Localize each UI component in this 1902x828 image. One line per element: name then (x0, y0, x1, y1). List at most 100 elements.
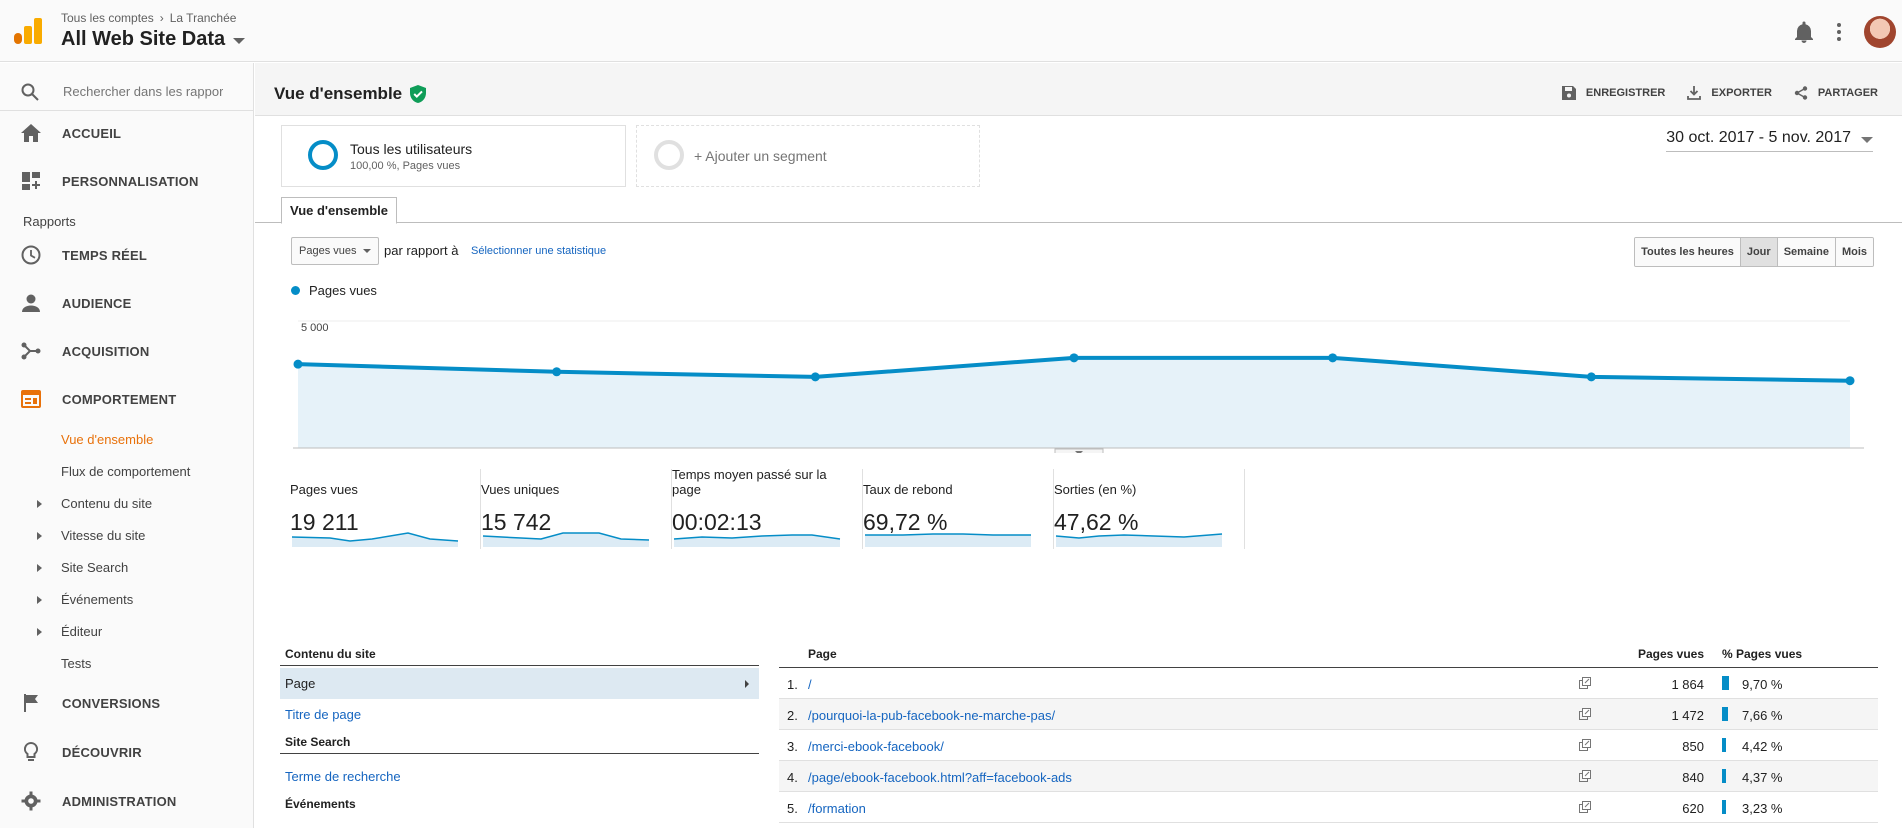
export-button[interactable]: EXPORTER (1687, 86, 1772, 100)
breadcrumb-account[interactable]: La Tranchée (169, 11, 237, 25)
flag-icon (21, 693, 41, 713)
pct-value: 9,70 % (1742, 677, 1783, 692)
stat-label: Temps moyen passé sur la page (672, 467, 827, 497)
analytics-logo-icon[interactable] (14, 18, 42, 44)
granularity-week[interactable]: Semaine (1776, 238, 1835, 266)
x-tick-label: 4 nov. (1577, 452, 1606, 453)
data-point (1586, 372, 1596, 382)
stat-exit-rate[interactable]: Sorties (en %) 47,62 % (1054, 469, 1245, 549)
data-point (552, 367, 562, 377)
nav-item-label: ADMINISTRATION (62, 793, 177, 809)
pct-value: 3,23 % (1742, 801, 1783, 816)
table-row: 1. / 1 864 9,70 % (779, 668, 1878, 699)
date-range-picker[interactable]: 30 oct. 2017 - 5 nov. 2017 (1666, 129, 1873, 152)
col-header-pct[interactable]: % Pages vues (1722, 647, 1803, 661)
segment-sub: 100,00 %, Pages vues (350, 160, 461, 172)
sub-item-vitesse[interactable]: Vitesse du site (61, 528, 146, 543)
expand-arrow-icon[interactable] (37, 628, 42, 636)
page-link[interactable]: /formation (808, 801, 866, 816)
page-title: Vue d'ensemble (274, 84, 427, 104)
granularity-toggle: Toutes les heures Jour Semaine Mois (1634, 237, 1874, 267)
gear-icon (21, 791, 41, 811)
sub-item-site-search[interactable]: Site Search (61, 560, 129, 575)
nav-item-comportement[interactable]: COMPORTEMENT (0, 381, 253, 417)
granularity-day[interactable]: Jour (1739, 238, 1777, 266)
nav-item-personnalisation[interactable]: PERSONNALISATION (0, 163, 253, 199)
data-point (1069, 353, 1079, 363)
open-in-new-icon[interactable] (1579, 739, 1591, 751)
page-link[interactable]: / (808, 677, 812, 692)
section-header: Site Search (280, 735, 759, 754)
nav-item-label: DÉCOUVRIR (62, 744, 142, 760)
nav-item-conversions[interactable]: CONVERSIONS (0, 685, 253, 721)
nav-item-decouvrir[interactable]: DÉCOUVRIR (0, 734, 253, 770)
page-link[interactable]: /page/ebook-facebook.html?aff=facebook-a… (808, 770, 1072, 785)
sub-item-editeur[interactable]: Éditeur (61, 624, 103, 639)
more-vert-icon[interactable] (1836, 22, 1842, 42)
dimension-page[interactable]: Page (280, 668, 759, 699)
clock-icon (21, 245, 41, 265)
segment-card[interactable]: Tous les utilisateurs 100,00 %, Pages vu… (281, 125, 626, 187)
nav-item-temps-reel[interactable]: TEMPS RÉEL (0, 237, 253, 273)
page-link[interactable]: /merci-ebook-facebook/ (808, 739, 944, 754)
report-actions: ENREGISTRER EXPORTER PARTAGER (1561, 86, 1878, 100)
granularity-month[interactable]: Mois (1834, 238, 1873, 266)
search-input[interactable] (63, 79, 223, 103)
nav-item-administration[interactable]: ADMINISTRATION (0, 783, 253, 819)
nav-item-label: ACCUEIL (62, 125, 122, 141)
page-title-text: Vue d'ensemble (274, 84, 403, 103)
add-segment-label: + Ajouter un segment (694, 148, 827, 164)
page-link[interactable]: /pourquoi-la-pub-facebook-ne-marche-pas/ (808, 708, 1056, 723)
bell-icon[interactable] (1794, 21, 1814, 43)
sub-item-flux[interactable]: Flux de comportement (61, 464, 191, 479)
expand-arrow-icon[interactable] (37, 532, 42, 540)
col-header-page[interactable]: Page (808, 647, 837, 661)
metric-select-value: Pages vues (299, 245, 357, 257)
add-segment-card[interactable]: + Ajouter un segment (636, 125, 980, 187)
open-in-new-icon[interactable] (1579, 801, 1591, 813)
granularity-hours[interactable]: Toutes les heures (1635, 238, 1740, 266)
sub-item-contenu-du-site[interactable]: Contenu du site (61, 496, 153, 511)
save-button[interactable]: ENREGISTRER (1561, 86, 1666, 100)
nav-item-label: TEMPS RÉEL (62, 247, 148, 263)
dimension-page-title[interactable]: Titre de page (285, 707, 362, 722)
expand-arrow-icon[interactable] (37, 564, 42, 572)
stat-pageviews[interactable]: Pages vues 19 211 (290, 469, 481, 549)
sub-item-vue-ensemble[interactable]: Vue d'ensemble (61, 432, 154, 447)
caret-down-icon (363, 249, 371, 253)
metric-select[interactable]: Pages vues (291, 237, 379, 265)
x-tick-label: 31 oct. (540, 452, 573, 453)
stat-avg-time[interactable]: Temps moyen passé sur la page 00:02:13 (672, 467, 863, 549)
stat-unique-views[interactable]: Vues uniques 15 742 (481, 469, 672, 549)
nav-item-acquisition[interactable]: ACQUISITION (0, 333, 253, 369)
stat-value: 47,62 % (1054, 509, 1139, 535)
breadcrumb-accounts[interactable]: Tous les comptes (61, 11, 154, 25)
open-in-new-icon[interactable] (1579, 770, 1591, 782)
table-row: 2. /pourquoi-la-pub-facebook-ne-marche-pa… (779, 699, 1878, 730)
expand-arrow-icon[interactable] (37, 596, 42, 604)
download-icon (1687, 86, 1702, 100)
dimension-search-term[interactable]: Terme de recherche (285, 769, 401, 784)
nav-item-audience[interactable]: AUDIENCE (0, 285, 253, 321)
lightbulb-icon (21, 742, 41, 762)
sub-item-tests[interactable]: Tests (61, 656, 92, 671)
pageviews-value: 840 (1682, 770, 1704, 785)
sub-item-evenements[interactable]: Événements (61, 592, 134, 607)
segment-name: Tous les utilisateurs (350, 141, 473, 157)
nav-item-accueil[interactable]: ACCUEIL (0, 115, 253, 151)
open-in-new-icon[interactable] (1579, 708, 1591, 720)
col-header-views[interactable]: Pages vues (1637, 647, 1704, 661)
expand-arrow-icon[interactable] (37, 500, 42, 508)
select-stat-link[interactable]: Sélectionner une statistique (471, 245, 607, 257)
share-button[interactable]: PARTAGER (1794, 86, 1878, 100)
share-icon (1794, 86, 1808, 100)
save-label: ENREGISTRER (1585, 87, 1666, 99)
row-number: 4. (787, 770, 798, 785)
dimension-label: Page (285, 676, 316, 691)
avatar[interactable] (1864, 16, 1896, 48)
open-in-new-icon[interactable] (1579, 677, 1591, 689)
tab-vue-ensemble[interactable]: Vue d'ensemble (281, 197, 397, 224)
stat-bounce-rate[interactable]: Taux de rebond 69,72 % (863, 469, 1054, 549)
property-selector[interactable]: All Web Site Data (61, 28, 246, 51)
dashboard-icon (21, 171, 41, 191)
